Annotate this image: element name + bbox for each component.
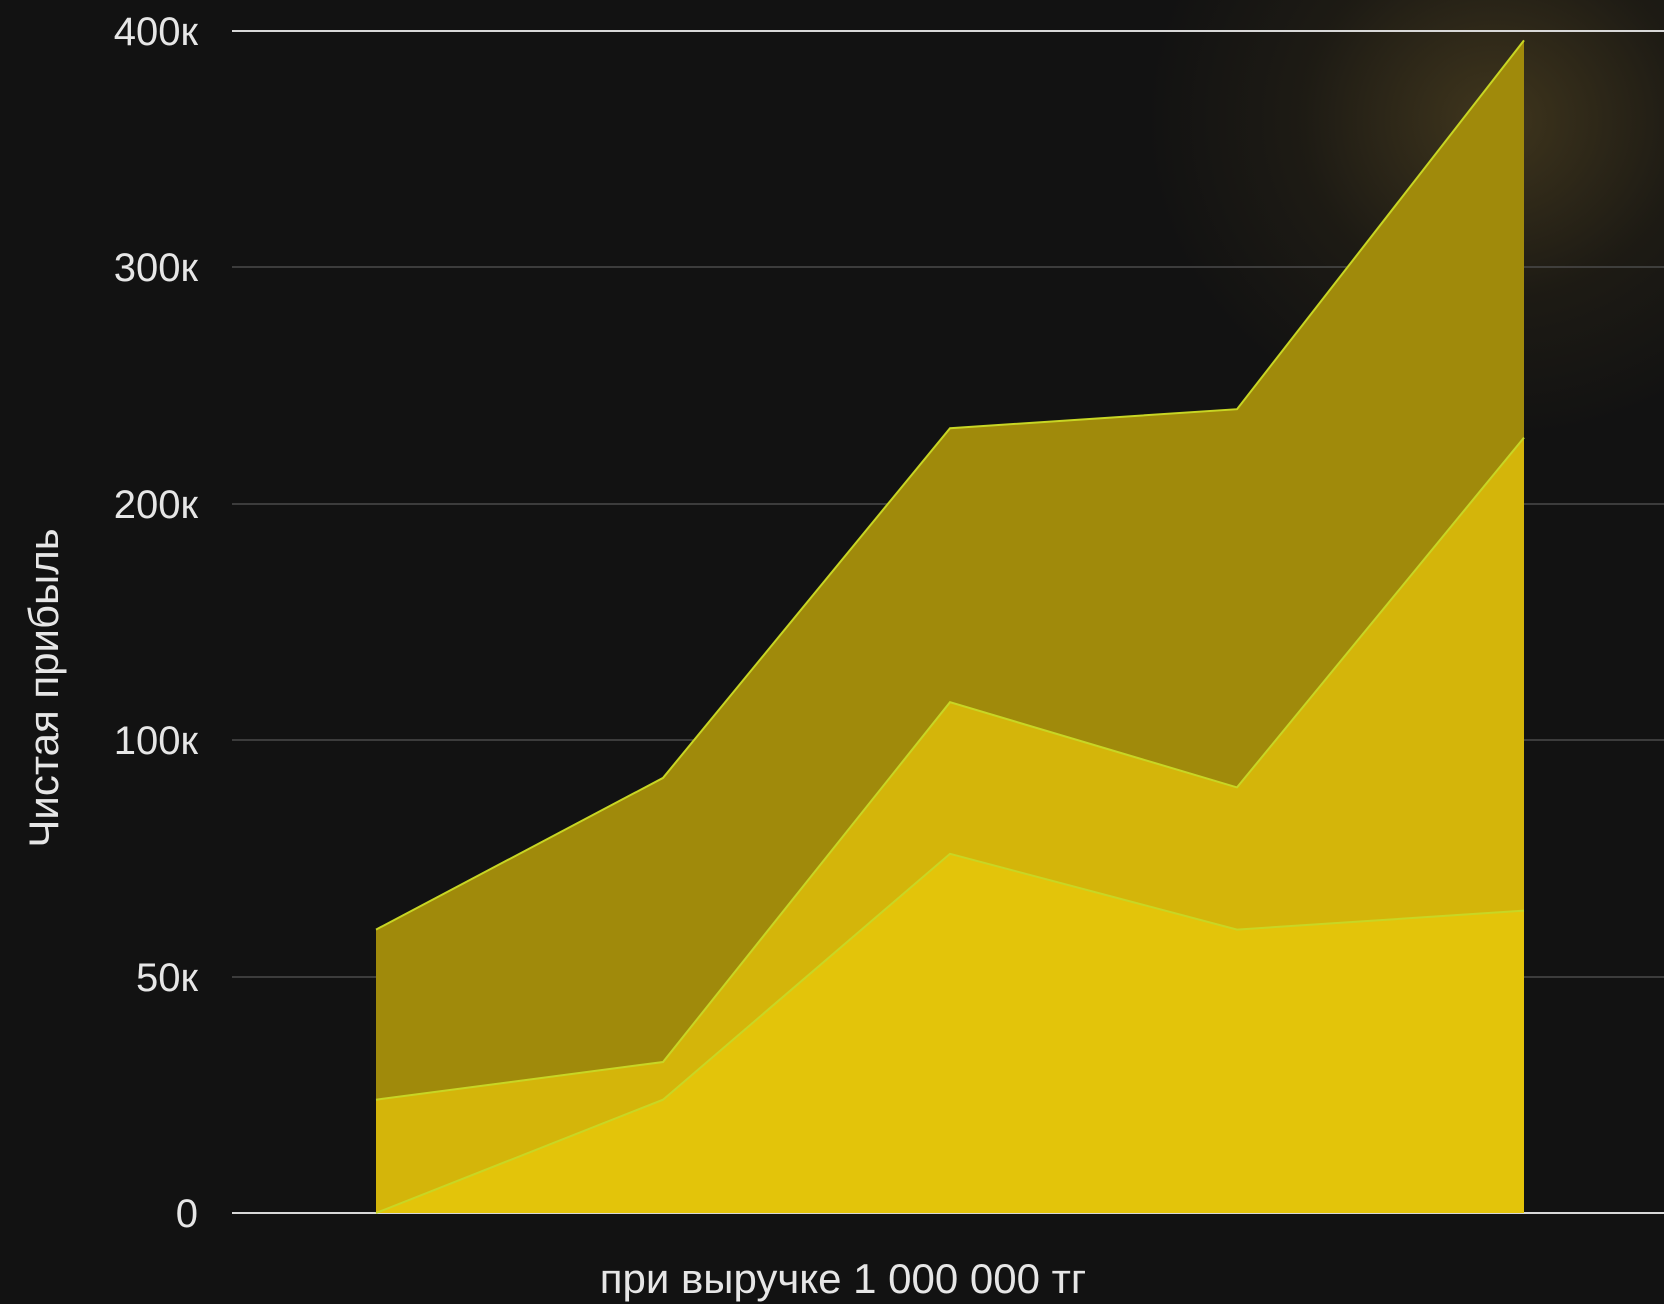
area-series (375, 39, 1525, 1214)
area-series-3-line (375, 852, 1525, 1214)
y-axis-ticks: 0 50к 100к 200к 300к 400к (114, 10, 199, 1236)
area-series-2-line (375, 436, 1525, 1101)
y-axis-title: Чистая прибыль (20, 528, 67, 847)
y-tick-label: 100к (114, 719, 199, 763)
y-tick-label: 200к (114, 483, 199, 527)
x-axis-title: при выручке 1 000 000 тг (600, 1255, 1086, 1302)
y-tick-label: 300к (114, 246, 199, 290)
area-series-1-line (375, 39, 1525, 931)
y-tick-label: 50к (136, 956, 198, 1000)
y-tick-label: 400к (114, 10, 199, 54)
y-tick-label: 0 (176, 1192, 198, 1236)
area-series-3 (376, 853, 1524, 1213)
